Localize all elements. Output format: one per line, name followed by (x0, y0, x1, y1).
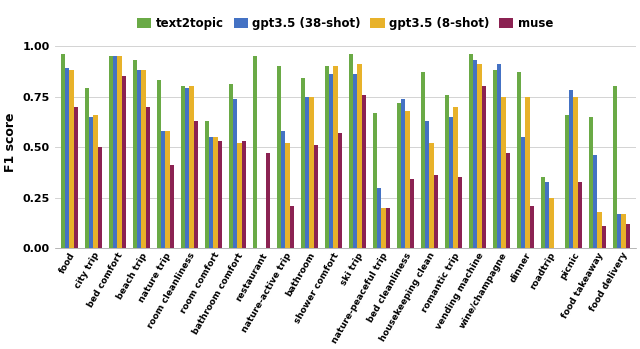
Bar (137, 70, 141, 248)
Bar (564, 115, 569, 248)
Bar (205, 121, 209, 248)
Bar (477, 64, 482, 248)
Bar (578, 181, 582, 248)
Bar (397, 103, 401, 248)
Bar (468, 54, 473, 248)
Bar (113, 56, 117, 248)
Bar (213, 137, 218, 248)
Bar (589, 117, 593, 248)
Y-axis label: F1 score: F1 score (4, 112, 17, 172)
Bar (180, 87, 185, 248)
Bar (165, 131, 170, 248)
Bar (445, 95, 449, 248)
Bar (516, 72, 521, 248)
Bar (218, 141, 222, 248)
Bar (521, 137, 525, 248)
Bar (285, 143, 290, 248)
Bar (61, 54, 65, 248)
Legend: text2topic, gpt3.5 (38-shot), gpt3.5 (8-shot), muse: text2topic, gpt3.5 (38-shot), gpt3.5 (8-… (132, 12, 558, 35)
Bar (93, 115, 97, 248)
Bar (122, 76, 126, 248)
Bar (405, 111, 410, 248)
Bar (305, 97, 309, 248)
Bar (626, 224, 630, 248)
Bar (329, 74, 333, 248)
Bar (420, 72, 425, 248)
Bar (109, 56, 113, 248)
Bar (372, 113, 377, 248)
Bar (569, 90, 573, 248)
Bar (74, 107, 78, 248)
Bar (381, 208, 386, 248)
Bar (541, 177, 545, 248)
Bar (209, 137, 213, 248)
Bar (525, 97, 530, 248)
Bar (69, 70, 74, 248)
Bar (449, 117, 453, 248)
Bar (434, 176, 438, 248)
Bar (145, 107, 150, 248)
Bar (276, 66, 281, 248)
Bar (549, 198, 554, 248)
Bar (237, 143, 242, 248)
Bar (333, 66, 338, 248)
Bar (117, 56, 122, 248)
Bar (597, 212, 602, 248)
Bar (253, 56, 257, 248)
Bar (458, 177, 462, 248)
Bar (362, 95, 366, 248)
Bar (309, 97, 314, 248)
Bar (501, 97, 506, 248)
Bar (353, 74, 357, 248)
Bar (497, 64, 501, 248)
Bar (602, 226, 606, 248)
Bar (189, 87, 194, 248)
Bar (612, 87, 617, 248)
Bar (170, 165, 174, 248)
Bar (357, 64, 362, 248)
Bar (338, 133, 342, 248)
Bar (530, 206, 534, 248)
Bar (97, 147, 102, 248)
Bar (506, 153, 510, 248)
Bar (161, 131, 165, 248)
Bar (573, 97, 578, 248)
Bar (301, 79, 305, 248)
Bar (84, 88, 89, 248)
Bar (493, 70, 497, 248)
Bar (89, 117, 93, 248)
Bar (453, 107, 458, 248)
Bar (266, 153, 270, 248)
Bar (314, 145, 318, 248)
Bar (545, 181, 549, 248)
Bar (242, 141, 246, 248)
Bar (473, 60, 477, 248)
Bar (386, 208, 390, 248)
Bar (401, 98, 405, 248)
Bar (593, 155, 597, 248)
Bar (482, 87, 486, 248)
Bar (617, 214, 621, 248)
Bar (281, 131, 285, 248)
Bar (425, 121, 429, 248)
Bar (185, 88, 189, 248)
Bar (621, 214, 626, 248)
Bar (377, 187, 381, 248)
Bar (194, 121, 198, 248)
Bar (132, 60, 137, 248)
Bar (324, 66, 329, 248)
Bar (141, 70, 145, 248)
Bar (65, 68, 69, 248)
Bar (233, 98, 237, 248)
Bar (429, 143, 434, 248)
Bar (349, 54, 353, 248)
Bar (410, 179, 414, 248)
Bar (157, 80, 161, 248)
Bar (290, 206, 294, 248)
Bar (228, 84, 233, 248)
